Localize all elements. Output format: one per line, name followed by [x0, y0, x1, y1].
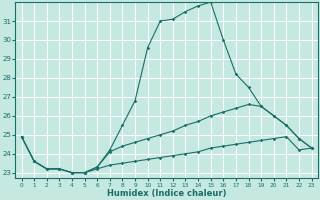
X-axis label: Humidex (Indice chaleur): Humidex (Indice chaleur) [107, 189, 226, 198]
